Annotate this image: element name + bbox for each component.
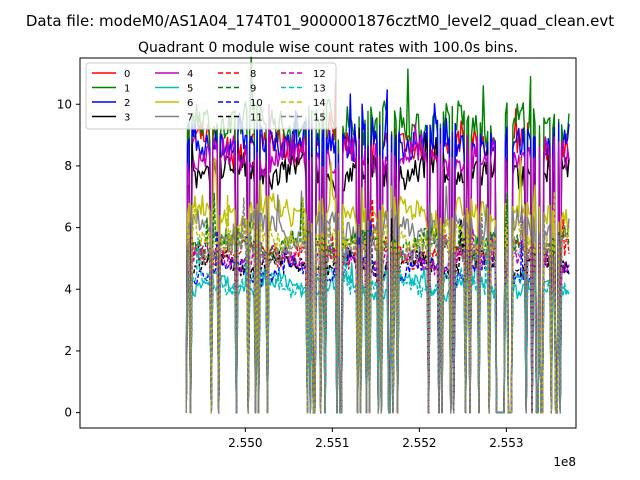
y-tick-label: 6 (64, 221, 72, 235)
x-tick-label: 2.551 (315, 436, 349, 450)
legend-label-10: 10 (250, 98, 263, 109)
legend-label-8: 8 (250, 69, 256, 80)
y-tick-label: 8 (64, 159, 72, 173)
x-axis: 2.550 2.551 2.552 2.553 (228, 428, 524, 450)
legend-label-4: 4 (187, 69, 193, 80)
x-offset-label: 1e8 (553, 455, 576, 469)
plot-frame (79, 57, 577, 429)
series-layer (185, 56, 570, 414)
x-tick-label: 2.552 (402, 436, 436, 450)
legend-label-13: 13 (313, 84, 326, 95)
legend-label-3: 3 (124, 113, 130, 124)
y-tick-label: 0 (64, 406, 72, 420)
legend-label-15: 15 (313, 113, 326, 124)
y-axis: 0 2 4 6 8 10 (57, 97, 80, 420)
x-tick-label: 2.553 (489, 436, 523, 450)
figure-suptitle: Data file: modeM0/AS1A04_174T01_90000018… (26, 12, 614, 31)
legend-label-12: 12 (313, 69, 326, 80)
series-line-15 (185, 197, 570, 414)
y-tick-label: 10 (57, 97, 72, 111)
y-tick-label: 4 (64, 282, 72, 296)
legend-label-6: 6 (187, 98, 193, 109)
chart-title: Quadrant 0 module wise count rates with … (138, 40, 518, 56)
legend-label-14: 14 (313, 98, 326, 109)
legend-label-1: 1 (124, 84, 130, 95)
legend-label-9: 9 (250, 84, 256, 95)
legend-label-0: 0 (124, 69, 130, 80)
legend-box (85, 62, 337, 130)
legend-label-2: 2 (124, 98, 130, 109)
x-tick-label: 2.550 (228, 436, 262, 450)
y-tick-label: 2 (64, 344, 72, 358)
legend-label-7: 7 (187, 113, 193, 124)
legend-label-5: 5 (187, 84, 193, 95)
legend-label-11: 11 (250, 113, 263, 124)
